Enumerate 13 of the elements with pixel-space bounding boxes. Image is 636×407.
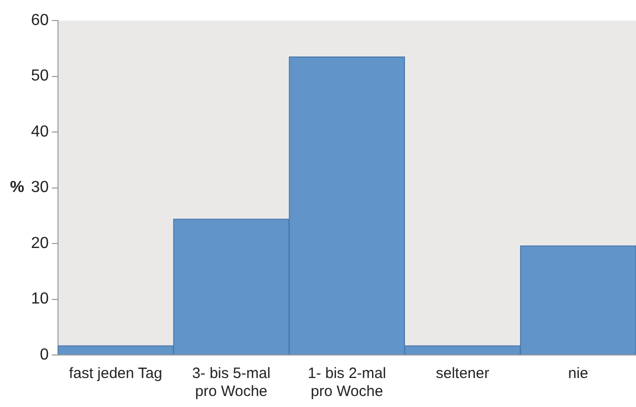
y-tick-label: 0 xyxy=(40,346,49,364)
y-tick-label: 20 xyxy=(31,234,49,252)
x-tick-label: 1- bis 2-mal pro Woche xyxy=(308,365,386,400)
y-tick-label: 40 xyxy=(31,123,49,140)
x-tick-label: seltener xyxy=(436,365,490,382)
y-tick-label: 50 xyxy=(31,68,49,85)
y-tick-label: 30 xyxy=(31,179,49,196)
y-tick-label: 10 xyxy=(31,290,49,308)
x-tick-label: fast jeden Tag xyxy=(69,365,162,382)
y-axis-title: % xyxy=(10,179,24,196)
x-tick-label: nie xyxy=(568,365,588,382)
x-tick-label: 3- bis 5-mal pro Woche xyxy=(192,365,270,400)
y-tick-label: 60 xyxy=(31,12,49,30)
